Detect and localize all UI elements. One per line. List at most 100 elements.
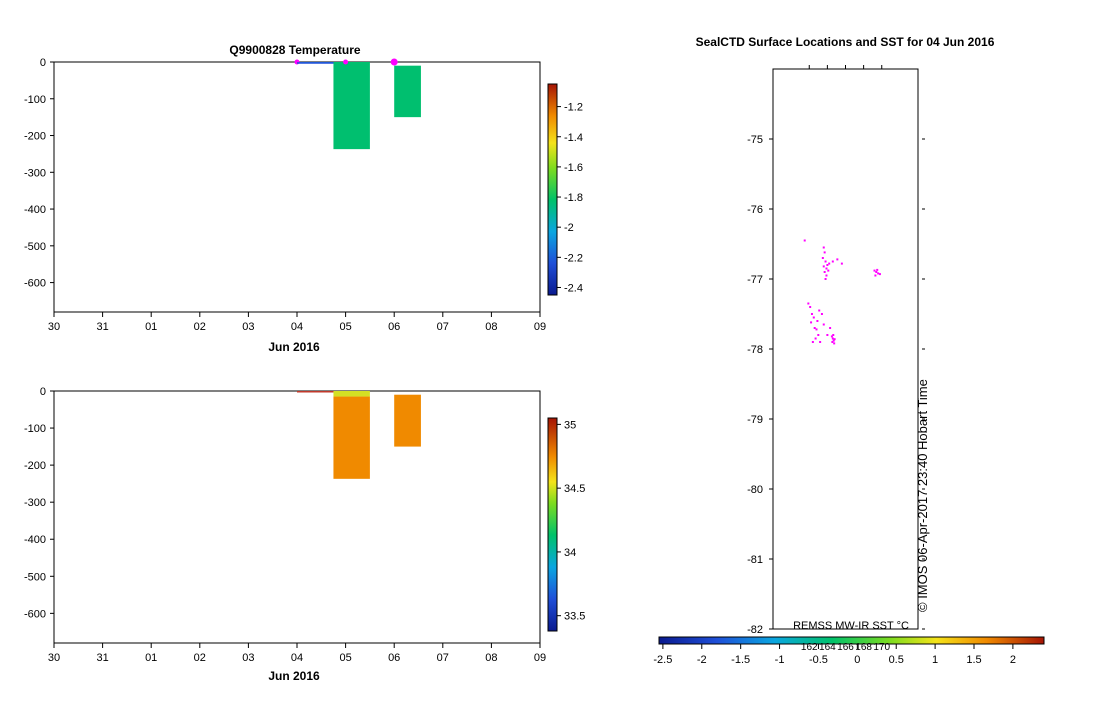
map-lon-tick-label-4: 170 bbox=[873, 642, 890, 653]
map-ytick-label-0: -75 bbox=[747, 134, 763, 146]
sst-cbtick-label-2: -1.5 bbox=[731, 654, 750, 666]
temperature-profiles bbox=[294, 58, 421, 150]
p1-cbtick-label-5: -2.2 bbox=[564, 252, 583, 264]
sst-cbtick-label-1: -2 bbox=[697, 654, 707, 666]
seal-location-point bbox=[823, 271, 826, 273]
map-ytick-label-3: -78 bbox=[747, 344, 763, 356]
seal-location-point bbox=[873, 269, 876, 272]
p1-xtick-label-3: 02 bbox=[194, 321, 206, 333]
p2-xtick-label-4: 03 bbox=[242, 652, 254, 664]
p1-ytick-label-6: -600 bbox=[24, 278, 46, 290]
p1-cbtick-label-3: -1.8 bbox=[564, 192, 583, 204]
map-lat-axis: -75 -76 -77 -78 -79 -80 -81 -82 bbox=[747, 134, 925, 636]
map-ytick-label-5: -80 bbox=[747, 484, 763, 496]
salinity-profiles bbox=[297, 391, 421, 479]
seal-location-point bbox=[821, 257, 824, 259]
p2-ytick-label-6: -600 bbox=[24, 608, 46, 620]
seal-location-point bbox=[875, 271, 878, 273]
p1-ytick-label-2: -200 bbox=[24, 131, 46, 143]
salinity-panel: 0 -100 -200 -300 -400 -500 -600 30 31 01 02 03 04 05… bbox=[24, 386, 585, 683]
p1-ytick-label-4: -400 bbox=[24, 204, 46, 216]
p1-cbtick-label-4: -2 bbox=[564, 222, 574, 234]
p2-xtick-label-0: 30 bbox=[48, 652, 60, 664]
map-ytick-label-1: -76 bbox=[747, 204, 763, 216]
p2-xtick-label-8: 07 bbox=[437, 652, 449, 664]
seal-location-point bbox=[809, 306, 812, 308]
seal-location-point bbox=[840, 262, 843, 265]
seal-location-point bbox=[818, 309, 821, 312]
map-lon-tick-label-1: 164 bbox=[819, 642, 836, 653]
seal-location-point bbox=[823, 251, 826, 254]
seal-location-point bbox=[874, 274, 877, 277]
sst-colorbar bbox=[658, 636, 1045, 645]
credit-text: © IMOS 06-Apr-2017 23:40 Hobart Time bbox=[915, 379, 930, 612]
sst-label: REMSS MW-IR SST °C bbox=[793, 620, 909, 632]
p1-xtick-label-4: 03 bbox=[242, 321, 254, 333]
map-title: SealCTD Surface Locations and SST for 04… bbox=[696, 35, 995, 49]
temperature-colorbar bbox=[547, 83, 558, 296]
seal-locations bbox=[803, 239, 881, 345]
p2-xtick-label-3: 02 bbox=[194, 652, 206, 664]
seal-location-point bbox=[822, 246, 825, 249]
map-ytick-label-2: -77 bbox=[747, 274, 763, 286]
p2-xtick-label-6: 05 bbox=[339, 652, 351, 664]
seal-location-point bbox=[819, 341, 822, 343]
salinity-xlabel: Jun 2016 bbox=[268, 669, 320, 683]
p2-ytick-label-5: -500 bbox=[24, 571, 46, 583]
seal-location-point bbox=[822, 265, 825, 268]
salinity-colorbar-ticks: 35 34.5 34 33.5 bbox=[557, 419, 585, 623]
seal-location-point bbox=[826, 334, 829, 336]
seal-location-point bbox=[831, 341, 834, 343]
seal-location-point bbox=[825, 267, 828, 270]
sst-cbtick-label-3: -1 bbox=[775, 654, 785, 666]
seal-location-point bbox=[815, 328, 818, 331]
p1-ytick-label-5: -500 bbox=[24, 241, 46, 253]
seal-location-point bbox=[807, 302, 810, 305]
seal-location-point bbox=[828, 262, 831, 265]
p2-xtick-label-5: 04 bbox=[291, 652, 303, 664]
seal-location-point bbox=[833, 342, 836, 345]
p1-profile-1 bbox=[333, 62, 370, 150]
p1-cbtick-label-0: -1.2 bbox=[564, 102, 583, 114]
seal-location-point bbox=[878, 273, 881, 276]
map-ytick-label-7: -82 bbox=[747, 624, 763, 636]
p2-ytick-label-1: -100 bbox=[24, 423, 46, 435]
p2-cbtick-label-3: 33.5 bbox=[564, 611, 585, 623]
temperature-plot-frame bbox=[53, 61, 541, 313]
map-lon-ticks: 162 164 166 168 170 bbox=[801, 642, 891, 653]
sst-cbtick-label-7: 1 bbox=[932, 654, 938, 666]
temperature-panel: Q9900828 Temperature 0 -100 -200 -300 -400 -5… bbox=[24, 43, 583, 354]
p1-xtick-label-6: 05 bbox=[339, 321, 351, 333]
p1-xtick-label-5: 04 bbox=[291, 321, 303, 333]
p2-xtick-label-9: 08 bbox=[485, 652, 497, 664]
p1-cbtick-label-2: -1.6 bbox=[564, 162, 583, 174]
p1-xtick-label-1: 31 bbox=[96, 321, 108, 333]
sst-cbtick-label-0: -2.5 bbox=[653, 654, 672, 666]
p2-xtick-label-1: 31 bbox=[96, 652, 108, 664]
p2-xtick-label-10: 09 bbox=[534, 652, 546, 664]
salinity-plot-frame bbox=[53, 390, 541, 644]
seal-location-point bbox=[827, 269, 830, 272]
salinity-y-axis: 0 -100 -200 -300 -400 -500 -600 bbox=[24, 386, 54, 620]
p1-xtick-label-9: 08 bbox=[485, 321, 497, 333]
sst-cbtick-label-8: 1.5 bbox=[966, 654, 981, 666]
sst-cbtick-label-5: 0 bbox=[854, 654, 860, 666]
sst-colorbar-ticks: -2.5 -2 -1.5 -1 -0.5 0 0.5 1 1.5 2 bbox=[653, 644, 1016, 666]
seal-location-point bbox=[829, 327, 832, 329]
p2-xtick-label-2: 01 bbox=[145, 652, 157, 664]
salinity-colorbar bbox=[547, 417, 558, 632]
map-lon-tick-label-3: 168 bbox=[855, 642, 872, 653]
seal-location-point bbox=[836, 258, 839, 261]
seal-location-point bbox=[811, 341, 814, 343]
p1-marker-1 bbox=[343, 59, 349, 65]
p1-ytick-label-0: 0 bbox=[40, 57, 46, 69]
seal-location-point bbox=[812, 316, 815, 319]
p1-ytick-label-1: -100 bbox=[24, 94, 46, 106]
seal-location-point bbox=[833, 338, 836, 341]
p1-xtick-label-2: 01 bbox=[145, 321, 157, 333]
p2-ytick-label-0: 0 bbox=[40, 386, 46, 398]
p1-ytick-label-3: -300 bbox=[24, 167, 46, 179]
temperature-title: Q9900828 Temperature bbox=[229, 43, 361, 57]
seal-location-point bbox=[825, 274, 828, 277]
